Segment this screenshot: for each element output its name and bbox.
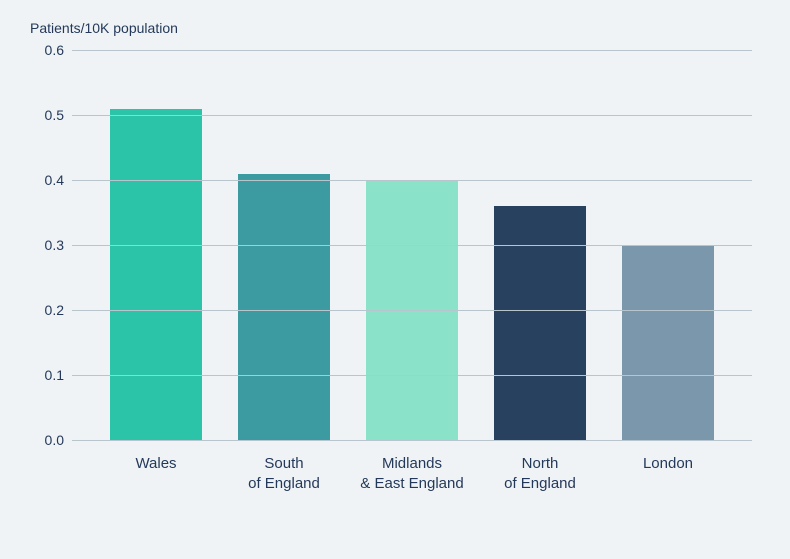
gridline xyxy=(72,180,752,181)
gridline xyxy=(72,115,752,116)
x-axis-label: South of England xyxy=(220,454,348,495)
x-label-slot: South of England xyxy=(220,454,348,495)
x-label-slot: London xyxy=(604,454,732,495)
gridline xyxy=(72,245,752,246)
y-tick-label: 0.4 xyxy=(30,172,64,188)
x-label-slot: North of England xyxy=(476,454,604,495)
gridline xyxy=(72,375,752,376)
bar xyxy=(622,245,714,440)
y-tick-label: 0.6 xyxy=(30,42,64,58)
x-axis-label: North of England xyxy=(476,454,604,495)
bar xyxy=(238,174,330,441)
bar-chart: Patients/10K population 0.00.10.20.30.40… xyxy=(30,20,770,540)
gridline xyxy=(72,310,752,311)
x-axis-label: Midlands & East England xyxy=(348,454,476,495)
y-tick-label: 0.2 xyxy=(30,302,64,318)
y-tick-label: 0.0 xyxy=(30,432,64,448)
y-tick-label: 0.3 xyxy=(30,237,64,253)
bar xyxy=(110,109,202,441)
x-label-slot: Midlands & East England xyxy=(348,454,476,495)
x-axis-label: Wales xyxy=(92,454,220,474)
x-axis-label: London xyxy=(604,454,732,474)
bar xyxy=(494,206,586,440)
y-axis-title: Patients/10K population xyxy=(30,20,770,36)
gridline xyxy=(72,50,752,51)
gridline xyxy=(72,440,752,441)
y-tick-label: 0.5 xyxy=(30,107,64,123)
plot-area: 0.00.10.20.30.40.50.6 xyxy=(72,50,752,440)
y-tick-label: 0.1 xyxy=(30,367,64,383)
x-label-slot: Wales xyxy=(92,454,220,495)
x-axis-labels: WalesSouth of EnglandMidlands & East Eng… xyxy=(72,454,752,495)
